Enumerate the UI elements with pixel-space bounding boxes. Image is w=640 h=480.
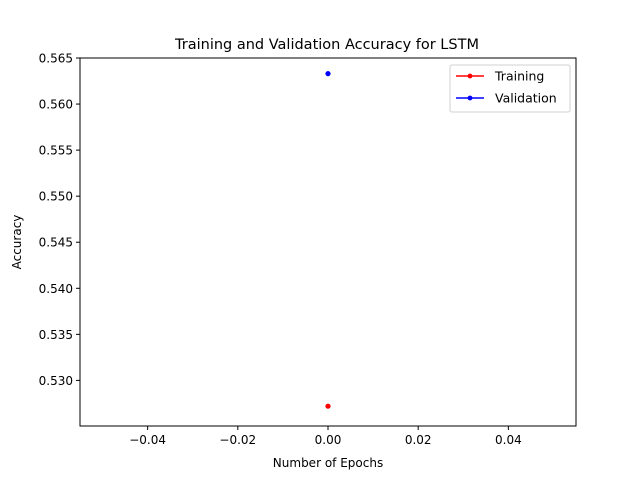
x-tick-label: 0.04: [495, 433, 522, 447]
x-tick-label: 0.02: [405, 433, 432, 447]
y-tick-label: 0.550: [39, 190, 73, 204]
y-axis: 0.530 0.535 0.540 0.545 0.550 0.555 0.560 0.565: [39, 52, 80, 388]
training-point: [325, 403, 331, 409]
y-tick-label: 0.540: [39, 282, 73, 296]
x-tick-label: −0.04: [129, 433, 166, 447]
y-axis-title: Accuracy: [10, 215, 24, 270]
y-tick-label: 0.555: [39, 144, 73, 158]
data-points: [325, 71, 331, 409]
y-tick-label: 0.545: [39, 236, 73, 250]
y-tick-label: 0.560: [39, 98, 73, 112]
chart-title: Training and Validation Accuracy for LST…: [174, 37, 479, 53]
x-tick-label: 0.00: [315, 433, 342, 447]
x-axis: −0.04 −0.02 0.00 0.02 0.04: [129, 426, 522, 447]
validation-point: [325, 71, 331, 77]
x-tick-label: −0.02: [219, 433, 256, 447]
legend-label-validation: Validation: [495, 91, 557, 106]
x-axis-title: Number of Epochs: [273, 456, 383, 470]
plot-frame: [79, 57, 577, 427]
legend-label-training: Training: [494, 69, 544, 84]
y-tick-label: 0.530: [39, 374, 73, 388]
y-tick-label: 0.565: [39, 52, 73, 66]
legend-marker-training: [467, 73, 473, 79]
legend: Training Validation: [449, 64, 571, 113]
plot-area: [79, 57, 577, 427]
y-tick-label: 0.535: [39, 328, 73, 342]
legend-marker-validation: [467, 95, 473, 101]
